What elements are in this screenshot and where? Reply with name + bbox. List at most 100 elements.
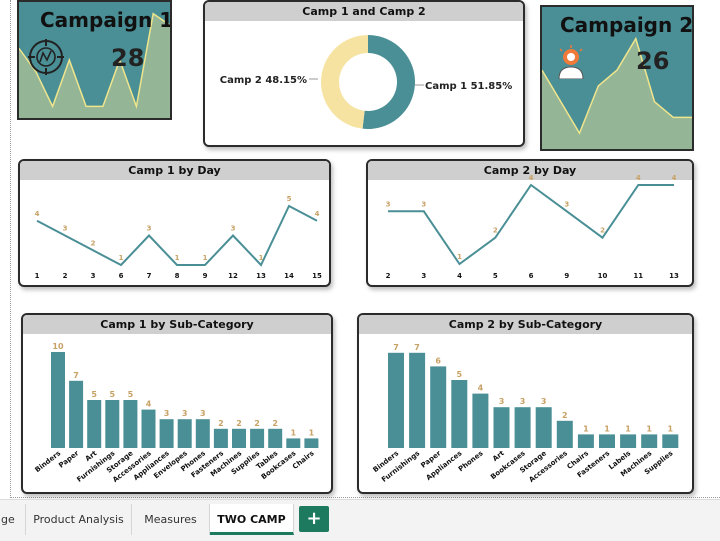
campaign-2-value: 26 [636,47,670,75]
bar[interactable] [177,419,192,448]
data-label: 3 [164,409,170,418]
bar[interactable] [472,393,489,448]
report-page-border [10,0,720,498]
data-label: 2 [272,419,278,428]
tab-measures[interactable]: Measures [132,504,210,535]
bar[interactable] [535,407,552,448]
target-icon [28,39,64,75]
camp-1-by-sub-category-panel[interactable]: Camp 1 by Sub-Category 10 Binders 7 Paper 5 A… [21,313,333,494]
data-label: 1 [119,254,124,262]
x-tick-label: 6 [119,272,124,280]
campaign-1-value: 28 [111,44,145,72]
camp-2-by-sub-category-bar-chart: 7Binders7Furnishings6Paper5Appliances4Ph… [372,343,679,484]
x-tick-label: 13 [669,272,679,280]
data-label: 4 [315,210,320,218]
bar[interactable] [123,400,138,448]
tab-product-analysis[interactable]: Product Analysis [26,504,132,535]
x-tick-label: 14 [284,272,294,280]
camp-2-by-day-panel[interactable]: Camp 2 by Day 3 3 1 2 4 3 2 4 4 2 3 4 5 6 9 10 11 13 [366,159,694,287]
camp-2-by-sub-category-title: Camp 2 by Sub-Category [359,315,692,334]
data-label: 1 [457,253,462,261]
x-tick-label: 9 [564,272,569,280]
data-label: 3 [520,397,526,406]
bar[interactable] [213,428,228,448]
data-label: 2 [254,419,260,428]
data-label: 3 [147,225,152,233]
bar[interactable] [430,366,447,448]
data-label: 7 [393,343,399,352]
camp-2-share-label: Camp 2 48.15% [220,75,307,86]
data-label: 1 [203,254,208,262]
campaign-2-sparkline [542,36,692,149]
bar[interactable] [232,428,246,448]
data-label: 3 [541,397,547,406]
bar[interactable] [286,438,301,448]
campaign-2-card[interactable]: Campaign 2 26 [540,5,694,151]
bar[interactable] [599,434,615,448]
bar[interactable] [250,428,265,448]
data-label: 3 [564,200,569,208]
camp-1-by-day-panel[interactable]: Camp 1 by Day 4 3 2 1 3 1 1 3 1 5 4 1 2 3 6 7 8 9 12 13 14 15 [18,159,331,287]
data-label: 4 [636,174,641,182]
tab-two-camp[interactable]: TWO CAMP [210,504,294,535]
data-label: 5 [91,390,97,399]
campaign-1-card[interactable]: Campaign 1 28 [17,0,172,120]
x-tick-label: 12 [228,272,238,280]
camp-2-by-sub-category-panel[interactable]: Camp 2 by Sub-Category 7 Binders 7 Furnishi… [357,313,694,494]
bar[interactable] [304,438,319,448]
bar[interactable] [620,434,637,448]
bar[interactable] [451,380,468,448]
data-label: 1 [309,428,315,437]
data-label: 3 [421,200,426,208]
data-label: 5 [128,390,134,399]
camp-2-by-sub-category-title-text: Camp 2 by Sub-Category [448,318,603,331]
bar[interactable] [69,380,84,448]
camp-1-by-sub-category-bar-chart: 10Binders7Paper5Art5Furnishings5Storage4… [34,342,319,484]
campaign-1-title: Campaign 1 [40,8,172,32]
bar[interactable] [195,419,210,448]
camp-1-share-label: Camp 1 51.85% [425,81,512,92]
bar[interactable] [388,352,404,448]
data-label: 1 [646,424,652,433]
camp-share-donut-panel[interactable]: Camp 1 and Camp 2 Camp 1 51.85% Camp 2 4… [203,0,525,147]
campaign-1-sparkline [19,12,170,118]
bar[interactable] [87,400,102,448]
data-label: 3 [386,200,391,208]
x-tick-label: 9 [203,272,208,280]
bar[interactable] [514,407,531,448]
data-label: 1 [291,428,297,437]
bar[interactable] [268,428,283,448]
bar[interactable] [662,434,679,448]
bar[interactable] [105,400,120,448]
bar[interactable] [141,409,156,448]
data-label: 7 [73,371,79,380]
data-label: 5 [457,370,463,379]
x-tick-label: 2 [63,272,68,280]
add-page-button[interactable]: + [299,506,329,532]
bar[interactable] [641,434,658,448]
bar[interactable] [577,434,594,448]
bar[interactable] [409,352,426,448]
data-label: 1 [583,424,589,433]
bar[interactable] [51,352,65,448]
camp1_day-series-line[interactable] [36,204,318,267]
tab-overview[interactable]: ge [0,504,26,535]
bar[interactable] [556,420,573,448]
data-label: 1 [259,254,264,262]
camp2_day-series-line[interactable] [388,183,674,266]
data-label: 1 [625,424,631,433]
data-label: 6 [435,356,441,365]
kpi2_spark-area [542,38,692,149]
x-tick-label: 4 [457,272,462,280]
data-label: 4 [35,210,40,218]
data-label: 3 [182,409,188,418]
data-label: 5 [110,390,116,399]
donut-slice-camp-1[interactable] [362,35,416,129]
donut-slice-camp-2[interactable] [321,35,368,129]
data-label: 4 [478,384,484,393]
bar[interactable] [159,419,174,448]
data-label: 4 [672,174,677,182]
bar[interactable] [493,407,510,448]
x-tick-label: 15 [312,272,322,280]
